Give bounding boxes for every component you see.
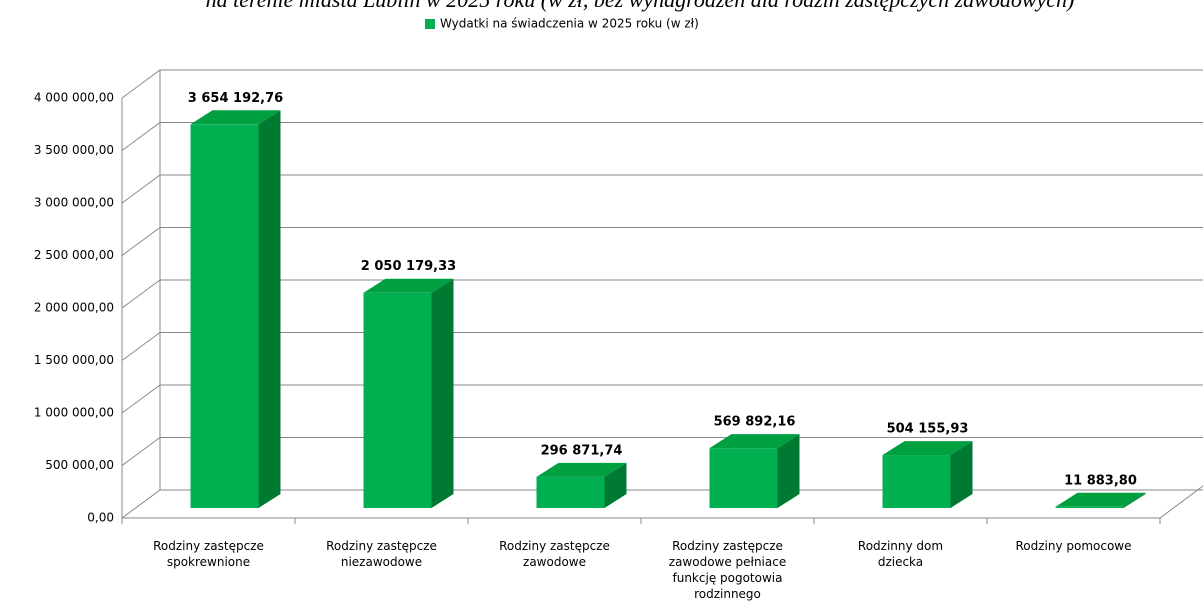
- x-tick-label: Rodziny pomocowe: [1015, 539, 1131, 553]
- floor-edge: [122, 485, 1203, 519]
- value-label: 569 892,16: [714, 415, 796, 430]
- grid-line: [121, 332, 1203, 361]
- y-tick-label: 1 000 000,00: [34, 406, 114, 420]
- bar-side: [950, 441, 973, 508]
- value-label: 504 155,93: [887, 422, 969, 437]
- grid-line: [121, 437, 1203, 466]
- legend-label: Wydatki na świadczenia w 2025 roku (w zł…: [440, 17, 699, 31]
- grid-line: [121, 69, 1203, 99]
- grid-line: [121, 227, 1203, 256]
- bar-side: [431, 278, 454, 508]
- bar-side: [258, 110, 281, 509]
- y-tick-label: 1 500 000,00: [34, 353, 114, 367]
- bar: [536, 476, 605, 508]
- bar-side: [1123, 492, 1146, 508]
- y-tick-label: 2 000 000,00: [34, 301, 114, 315]
- bar-top: [190, 110, 281, 125]
- chart-title: na terenie miasta Lublin w 2025 roku (w …: [206, 0, 1075, 12]
- bar: [363, 292, 432, 508]
- y-tick-label: 4 000 000,00: [34, 91, 114, 105]
- x-tick-label: Rodziny zastępcze spokrewnione: [153, 539, 264, 569]
- x-tick-label: Rodziny zastępcze niezawodowe: [326, 539, 437, 569]
- y-tick-label: 0,00: [87, 511, 114, 525]
- bar: [709, 448, 778, 508]
- legend-swatch: [425, 19, 435, 29]
- value-label: 2 050 179,33: [361, 259, 456, 274]
- y-tick-label: 3 000 000,00: [34, 196, 114, 210]
- bar-side: [777, 434, 800, 508]
- grid-line: [121, 279, 1203, 309]
- bar-top: [709, 434, 800, 449]
- y-tick-label: 500 000,00: [45, 458, 114, 472]
- bar: [1055, 506, 1124, 508]
- x-tick-label: Rodziny zastępcze zawodowe pełniace funkcj…: [669, 539, 786, 601]
- grid-line: [121, 174, 1203, 204]
- bar: [882, 455, 951, 508]
- value-label: 11 883,80: [1064, 473, 1137, 488]
- value-label: 296 871,74: [541, 443, 623, 458]
- x-tick-label: Rodziny zastępcze zawodowe: [499, 539, 610, 569]
- bar-side: [604, 462, 627, 508]
- grid-line: [121, 384, 1203, 414]
- bar: [190, 124, 259, 509]
- y-tick-label: 2 500 000,00: [34, 248, 114, 262]
- bar-top: [1055, 492, 1146, 507]
- bar-top: [536, 462, 627, 477]
- y-tick-label: 3 500 000,00: [34, 143, 114, 157]
- value-label: 3 654 192,76: [188, 91, 283, 106]
- grid-line: [121, 489, 1203, 519]
- x-tick-label: Rodzinny dom dziecka: [858, 539, 943, 569]
- grid-line: [121, 122, 1203, 151]
- bar-top: [882, 441, 973, 456]
- bar-top: [363, 278, 454, 293]
